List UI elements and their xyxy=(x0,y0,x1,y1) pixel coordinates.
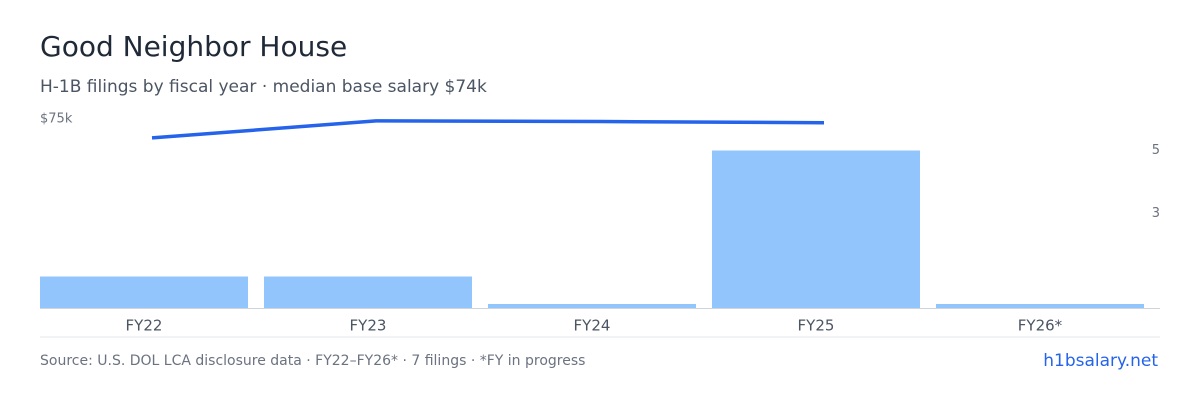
bar xyxy=(936,304,1144,308)
x-tick-label: FY26* xyxy=(1018,317,1063,335)
chart-subtitle: H-1B filings by fiscal year · median bas… xyxy=(40,77,487,97)
bar xyxy=(488,304,696,308)
brand-link[interactable]: h1bsalary.net xyxy=(1043,351,1158,371)
y2-tick-label: 5 xyxy=(1152,143,1160,158)
x-tick-label: FY23 xyxy=(350,317,387,335)
bar xyxy=(264,276,472,308)
x-tick-label: FY25 xyxy=(798,317,835,335)
footer: Source: U.S. DOL LCA disclosure data · F… xyxy=(40,353,585,369)
y2-tick-label: 3 xyxy=(1152,206,1160,221)
chart-title: Good Neighbor House xyxy=(40,30,347,63)
salary-line xyxy=(151,119,825,140)
bar xyxy=(712,150,920,308)
y-tick-label: $75k xyxy=(40,112,73,127)
x-tick-label: FY22 xyxy=(126,317,163,335)
bar xyxy=(40,276,248,308)
x-tick-label: FY24 xyxy=(574,317,611,335)
